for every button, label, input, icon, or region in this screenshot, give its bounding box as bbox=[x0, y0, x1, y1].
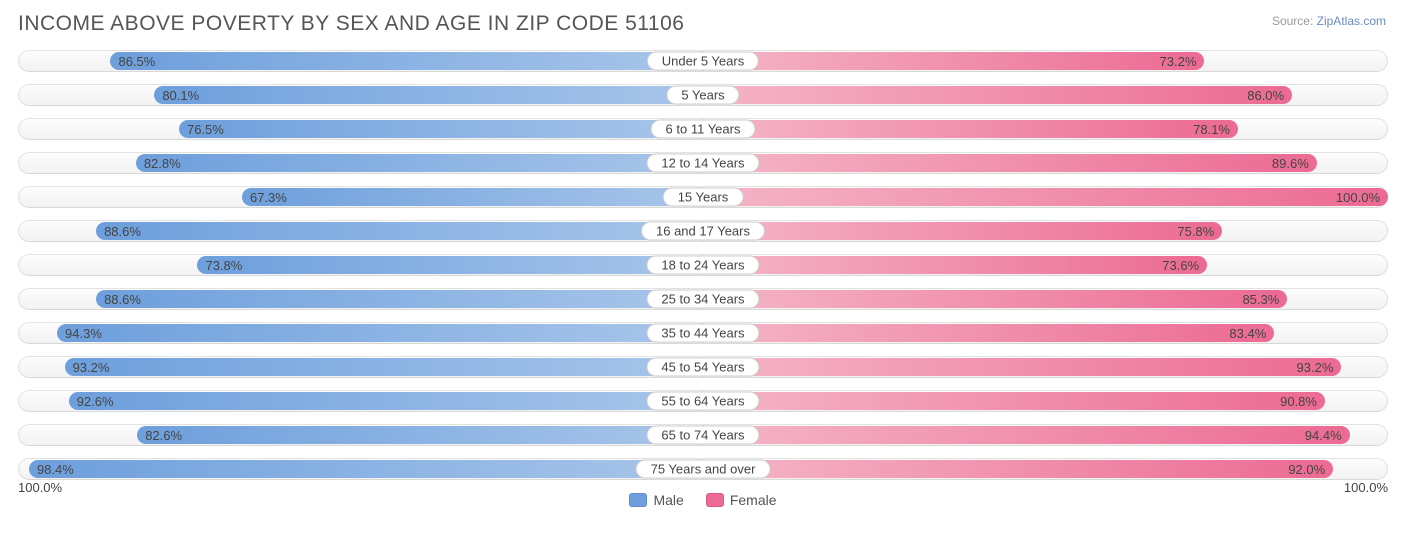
category-label: 16 and 17 Years bbox=[641, 222, 765, 241]
chart-container: INCOME ABOVE POVERTY BY SEX AND AGE IN Z… bbox=[0, 0, 1406, 559]
source-prefix: Source: bbox=[1272, 14, 1317, 28]
chart-row: 88.6% 75.8% 16 and 17 Years bbox=[18, 220, 1388, 242]
bar-female bbox=[703, 392, 1325, 410]
bar-female bbox=[703, 154, 1317, 172]
value-male: 92.6% bbox=[69, 390, 122, 412]
chart-rows: 86.5% 73.2% Under 5 Years 80.1% 86.0% 5 Years… bbox=[18, 50, 1388, 480]
bar-male bbox=[137, 426, 703, 444]
value-female: 86.0% bbox=[1239, 84, 1292, 106]
bar-male bbox=[136, 154, 703, 172]
value-male: 93.2% bbox=[65, 356, 118, 378]
source-link[interactable]: ZipAtlas.com bbox=[1317, 14, 1386, 28]
chart-row: 92.6% 90.8% 55 to 64 Years bbox=[18, 390, 1388, 412]
value-female: 94.4% bbox=[1297, 424, 1350, 446]
chart-row: 80.1% 86.0% 5 Years bbox=[18, 84, 1388, 106]
value-female: 92.0% bbox=[1280, 458, 1333, 480]
value-female: 89.6% bbox=[1264, 152, 1317, 174]
value-female: 73.6% bbox=[1154, 254, 1207, 276]
value-male: 80.1% bbox=[154, 84, 207, 106]
value-male: 82.6% bbox=[137, 424, 190, 446]
bar-male bbox=[154, 86, 703, 104]
bar-female bbox=[703, 52, 1204, 70]
value-male: 86.5% bbox=[110, 50, 163, 72]
category-label: 12 to 14 Years bbox=[646, 154, 759, 173]
value-female: 85.3% bbox=[1234, 288, 1287, 310]
value-female: 93.2% bbox=[1289, 356, 1342, 378]
value-male: 73.8% bbox=[197, 254, 250, 276]
bar-male bbox=[197, 256, 703, 274]
category-label: 15 Years bbox=[663, 188, 744, 207]
chart-row: 88.6% 85.3% 25 to 34 Years bbox=[18, 288, 1388, 310]
chart-row: 94.3% 83.4% 35 to 44 Years bbox=[18, 322, 1388, 344]
axis-left-label: 100.0% bbox=[18, 480, 62, 495]
bar-male bbox=[65, 358, 703, 376]
category-label: 75 Years and over bbox=[636, 460, 771, 479]
value-female: 100.0% bbox=[1328, 186, 1388, 208]
bar-female bbox=[703, 460, 1333, 478]
chart-row: 98.4% 92.0% 75 Years and over bbox=[18, 458, 1388, 480]
category-label: 45 to 54 Years bbox=[646, 358, 759, 377]
bar-female bbox=[703, 222, 1222, 240]
bar-male bbox=[96, 290, 703, 308]
chart-row: 93.2% 93.2% 45 to 54 Years bbox=[18, 356, 1388, 378]
bar-male bbox=[242, 188, 703, 206]
chart-row: 73.8% 73.6% 18 to 24 Years bbox=[18, 254, 1388, 276]
bar-male bbox=[96, 222, 703, 240]
bar-female bbox=[703, 324, 1274, 342]
chart-row: 86.5% 73.2% Under 5 Years bbox=[18, 50, 1388, 72]
category-label: Under 5 Years bbox=[647, 52, 759, 71]
bar-female bbox=[703, 290, 1287, 308]
value-female: 90.8% bbox=[1272, 390, 1325, 412]
bar-female bbox=[703, 120, 1238, 138]
bar-male bbox=[110, 52, 703, 70]
value-male: 94.3% bbox=[57, 322, 110, 344]
category-label: 5 Years bbox=[666, 86, 739, 105]
category-label: 6 to 11 Years bbox=[651, 120, 756, 139]
bar-female bbox=[703, 358, 1341, 376]
value-male: 67.3% bbox=[242, 186, 295, 208]
chart-row: 82.6% 94.4% 65 to 74 Years bbox=[18, 424, 1388, 446]
value-female: 78.1% bbox=[1185, 118, 1238, 140]
bar-male bbox=[69, 392, 703, 410]
axis-labels: 100.0% 100.0% bbox=[18, 480, 1388, 502]
category-label: 18 to 24 Years bbox=[646, 256, 759, 275]
chart-row: 82.8% 89.6% 12 to 14 Years bbox=[18, 152, 1388, 174]
category-label: 35 to 44 Years bbox=[646, 324, 759, 343]
axis-right-label: 100.0% bbox=[1344, 480, 1388, 495]
bar-female bbox=[703, 86, 1292, 104]
bar-male bbox=[57, 324, 703, 342]
bar-female bbox=[703, 426, 1350, 444]
value-female: 73.2% bbox=[1152, 50, 1205, 72]
value-female: 75.8% bbox=[1169, 220, 1222, 242]
value-male: 76.5% bbox=[179, 118, 232, 140]
value-male: 98.4% bbox=[29, 458, 82, 480]
bar-male bbox=[29, 460, 703, 478]
bar-female bbox=[703, 256, 1207, 274]
source-credit: Source: ZipAtlas.com bbox=[1272, 14, 1386, 28]
value-male: 82.8% bbox=[136, 152, 189, 174]
value-female: 83.4% bbox=[1221, 322, 1274, 344]
chart-row: 67.3% 100.0% 15 Years bbox=[18, 186, 1388, 208]
chart-title: INCOME ABOVE POVERTY BY SEX AND AGE IN Z… bbox=[18, 12, 1388, 36]
value-male: 88.6% bbox=[96, 220, 149, 242]
value-male: 88.6% bbox=[96, 288, 149, 310]
chart-row: 76.5% 78.1% 6 to 11 Years bbox=[18, 118, 1388, 140]
category-label: 55 to 64 Years bbox=[646, 392, 759, 411]
category-label: 65 to 74 Years bbox=[646, 426, 759, 445]
category-label: 25 to 34 Years bbox=[646, 290, 759, 309]
bar-male bbox=[179, 120, 703, 138]
bar-female bbox=[703, 188, 1388, 206]
